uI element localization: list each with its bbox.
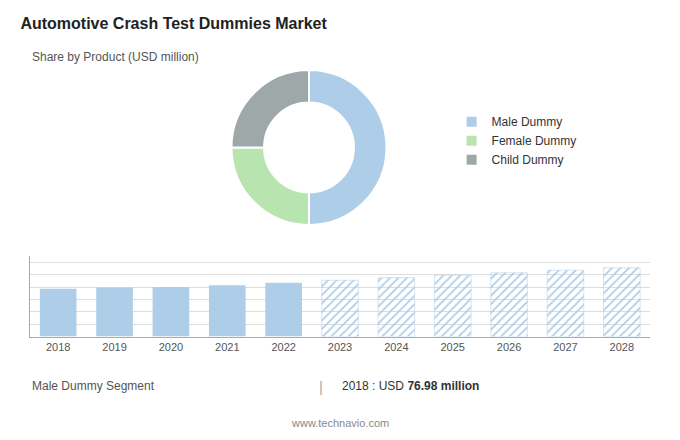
svg-text:www.technavio.com: www.technavio.com	[291, 417, 389, 429]
svg-text:2018: 2018	[46, 341, 70, 353]
svg-text:Male Dummy Segment: Male Dummy Segment	[32, 379, 155, 393]
svg-text:2025: 2025	[440, 341, 464, 353]
svg-text:Male Dummy: Male Dummy	[492, 115, 563, 129]
svg-text:2024: 2024	[384, 341, 408, 353]
svg-text:2020: 2020	[159, 341, 183, 353]
svg-text:2028: 2028	[610, 341, 634, 353]
svg-text:Share by Product (USD million): Share by Product (USD million)	[32, 50, 199, 64]
svg-text:2018 : USD 76.98 million: 2018 : USD 76.98 million	[342, 379, 479, 393]
svg-text:2021: 2021	[215, 341, 239, 353]
svg-text:2019: 2019	[102, 341, 126, 353]
svg-text:Child Dummy: Child Dummy	[492, 153, 564, 167]
svg-text:2022: 2022	[271, 341, 295, 353]
svg-text:2023: 2023	[328, 341, 352, 353]
svg-text:2027: 2027	[553, 341, 577, 353]
svg-text:2026: 2026	[497, 341, 521, 353]
svg-text:Female Dummy: Female Dummy	[492, 134, 577, 148]
svg-text:|: |	[319, 378, 323, 395]
svg-text:Automotive Crash Test Dummies: Automotive Crash Test Dummies Market	[20, 15, 327, 32]
